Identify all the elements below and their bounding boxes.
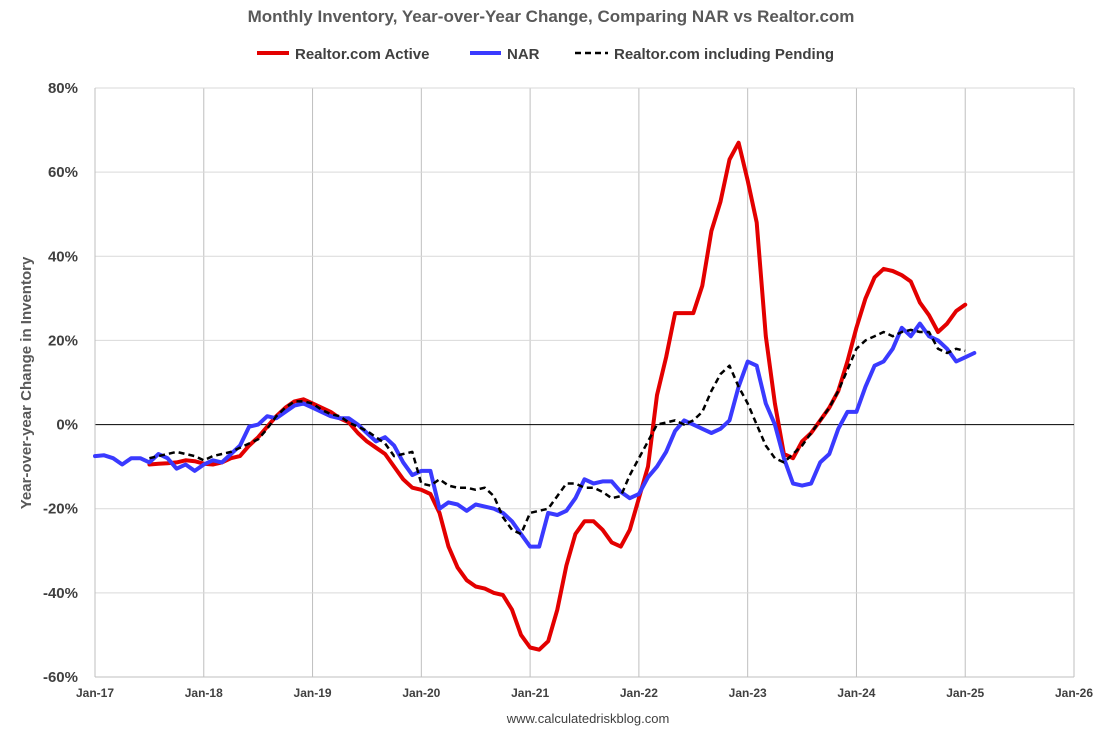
chart-title: Monthly Inventory, Year-over-Year Change… xyxy=(248,7,855,26)
source-credit: www.calculatedriskblog.com xyxy=(506,711,670,726)
legend-label: Realtor.com including Pending xyxy=(614,46,834,63)
legend-label: NAR xyxy=(507,46,540,63)
y-tick-label: 80% xyxy=(48,80,78,97)
y-tick-label: 60% xyxy=(48,164,78,181)
gridlines xyxy=(95,87,1075,677)
y-tick-labels: 80% 60% 40% 20% 0% -20% -40% -60% xyxy=(43,80,78,686)
series-line-1 xyxy=(147,140,968,652)
y-tick-label: 40% xyxy=(48,248,78,265)
x-tick-label: Jan-18 xyxy=(185,686,223,700)
x-tick-label: Jan-26 xyxy=(1055,686,1093,700)
series-lines xyxy=(93,140,977,652)
series-line-2 xyxy=(93,321,977,549)
y-tick-label: -40% xyxy=(43,585,78,602)
x-tick-label: Jan-21 xyxy=(511,686,549,700)
axes xyxy=(94,88,1074,678)
y-tick-label: -20% xyxy=(43,501,78,518)
x-tick-labels: Jan-17 Jan-18 Jan-19 Jan-20 Jan-21 Jan-22 Jan-… xyxy=(76,686,1093,700)
y-tick-label: -60% xyxy=(43,669,78,686)
x-tick-label: Jan-19 xyxy=(294,686,332,700)
y-axis-label: Year-over-year Change in Inventory xyxy=(18,256,35,509)
legend: Realtor.com Active NAR Realtor.com includi… xyxy=(257,46,834,63)
y-tick-label: 0% xyxy=(56,417,78,434)
x-tick-label: Jan-25 xyxy=(946,686,984,700)
x-tick-label: Jan-22 xyxy=(620,686,658,700)
legend-label: Realtor.com Active xyxy=(295,46,430,63)
series-line-3 xyxy=(149,328,966,536)
x-tick-label: Jan-24 xyxy=(837,686,875,700)
x-tick-label: Jan-23 xyxy=(729,686,767,700)
y-tick-label: 20% xyxy=(48,332,78,349)
x-tick-label: Jan-20 xyxy=(402,686,440,700)
x-tick-label: Jan-17 xyxy=(76,686,114,700)
